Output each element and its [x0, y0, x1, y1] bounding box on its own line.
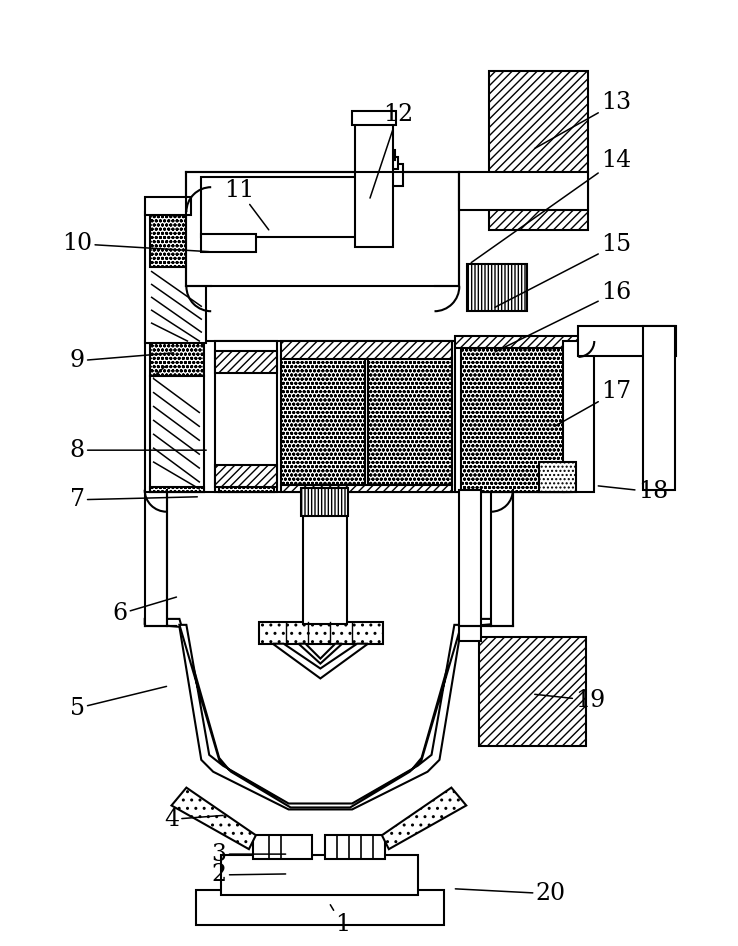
Bar	[215, 341, 277, 492]
Bar	[579, 326, 676, 356]
Bar	[280, 356, 365, 485]
Bar	[145, 197, 191, 215]
Bar	[201, 234, 256, 252]
Bar	[201, 177, 375, 236]
Bar	[259, 622, 383, 643]
Bar	[196, 890, 444, 924]
Bar	[491, 490, 513, 626]
Polygon shape	[145, 619, 496, 810]
Text: 13: 13	[535, 92, 631, 149]
Bar	[150, 487, 204, 492]
Bar	[150, 212, 201, 267]
Bar	[253, 835, 312, 859]
Polygon shape	[171, 788, 256, 850]
Bar	[221, 855, 418, 895]
Bar	[383, 150, 395, 161]
Bar	[325, 835, 385, 859]
Text: 16: 16	[495, 281, 631, 352]
Bar	[355, 113, 393, 247]
Bar	[380, 157, 398, 169]
Text: 5: 5	[69, 687, 167, 720]
Text: 4: 4	[164, 808, 223, 831]
Bar	[539, 462, 576, 492]
Bar	[489, 71, 588, 230]
Text: 3: 3	[212, 843, 286, 866]
Bar	[455, 336, 612, 348]
Bar	[375, 165, 403, 186]
Bar	[145, 490, 167, 626]
Bar	[459, 490, 481, 640]
Bar	[461, 341, 564, 492]
Text: 7: 7	[69, 488, 197, 511]
Bar	[150, 341, 204, 376]
Bar	[479, 637, 587, 746]
Bar	[187, 172, 459, 287]
Bar	[643, 326, 675, 490]
Text: 14: 14	[472, 149, 631, 263]
Text: 20: 20	[455, 883, 566, 905]
Bar	[352, 111, 396, 125]
Text: 10: 10	[62, 232, 209, 255]
Polygon shape	[179, 625, 461, 808]
Polygon shape	[273, 643, 368, 678]
Bar	[562, 341, 594, 492]
Text: 9: 9	[69, 349, 173, 373]
Bar	[280, 341, 452, 359]
Bar	[219, 487, 274, 492]
Text: 15: 15	[495, 234, 631, 307]
Bar	[303, 490, 347, 623]
Bar	[150, 376, 204, 492]
Polygon shape	[299, 643, 342, 663]
Bar	[467, 264, 527, 311]
Bar	[280, 485, 452, 492]
Text: 11: 11	[224, 179, 269, 230]
Bar	[215, 465, 277, 487]
Bar	[455, 341, 570, 492]
Bar	[459, 172, 588, 210]
Bar	[300, 488, 348, 516]
Bar	[145, 212, 206, 343]
Text: 2: 2	[212, 864, 286, 886]
Text: 1: 1	[331, 904, 350, 937]
Text: 19: 19	[535, 689, 605, 711]
Polygon shape	[382, 788, 466, 850]
Text: 12: 12	[370, 103, 413, 198]
Text: 17: 17	[554, 380, 631, 427]
Bar	[368, 356, 452, 485]
Bar	[215, 351, 277, 373]
Text: 8: 8	[69, 439, 206, 462]
Bar	[145, 341, 573, 492]
Text: 6: 6	[112, 597, 176, 625]
Text: 18: 18	[599, 481, 668, 503]
